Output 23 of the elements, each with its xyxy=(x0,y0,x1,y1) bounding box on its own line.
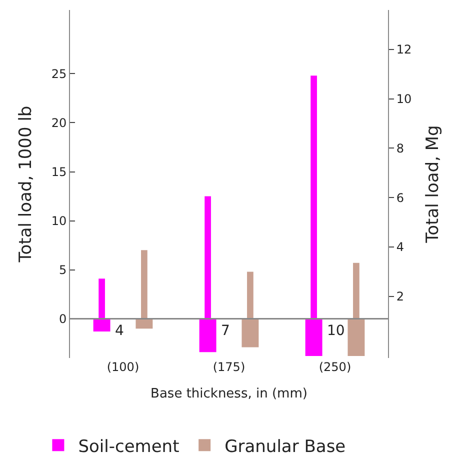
y2-tick-label: 10 xyxy=(396,92,412,106)
y-tick-label: 20 xyxy=(51,116,67,130)
y2-tick-label: 4 xyxy=(396,240,404,254)
annotation: 10 xyxy=(327,323,345,339)
legend-label: Granular Base xyxy=(224,436,346,457)
y2-tick-label: 2 xyxy=(396,290,404,304)
x-tick-label: (250) xyxy=(318,360,352,374)
y-axis-title: Total load, 1000 lb xyxy=(16,106,36,264)
y2-tick-label: 6 xyxy=(396,190,404,205)
y-tick-label: 25 xyxy=(51,66,67,81)
x-axis-title: Base thickness, in (mm) xyxy=(150,386,308,402)
legend-label: Soil-cement xyxy=(78,436,180,457)
x-tick-label: (100) xyxy=(106,360,140,374)
y-tick-label: 15 xyxy=(51,164,67,179)
y-tick-label: 10 xyxy=(51,214,67,228)
y-tick-label: 0 xyxy=(58,312,67,326)
y-tick-label: 5 xyxy=(58,262,67,277)
y2-tick-label: 8 xyxy=(396,141,404,156)
y2-tick-label: 12 xyxy=(396,42,412,57)
annotation: 7 xyxy=(221,323,230,339)
x-tick-label: (175) xyxy=(212,360,246,374)
y2-axis-title: Total load, Mg xyxy=(423,125,444,244)
annotation: 4 xyxy=(115,323,124,339)
